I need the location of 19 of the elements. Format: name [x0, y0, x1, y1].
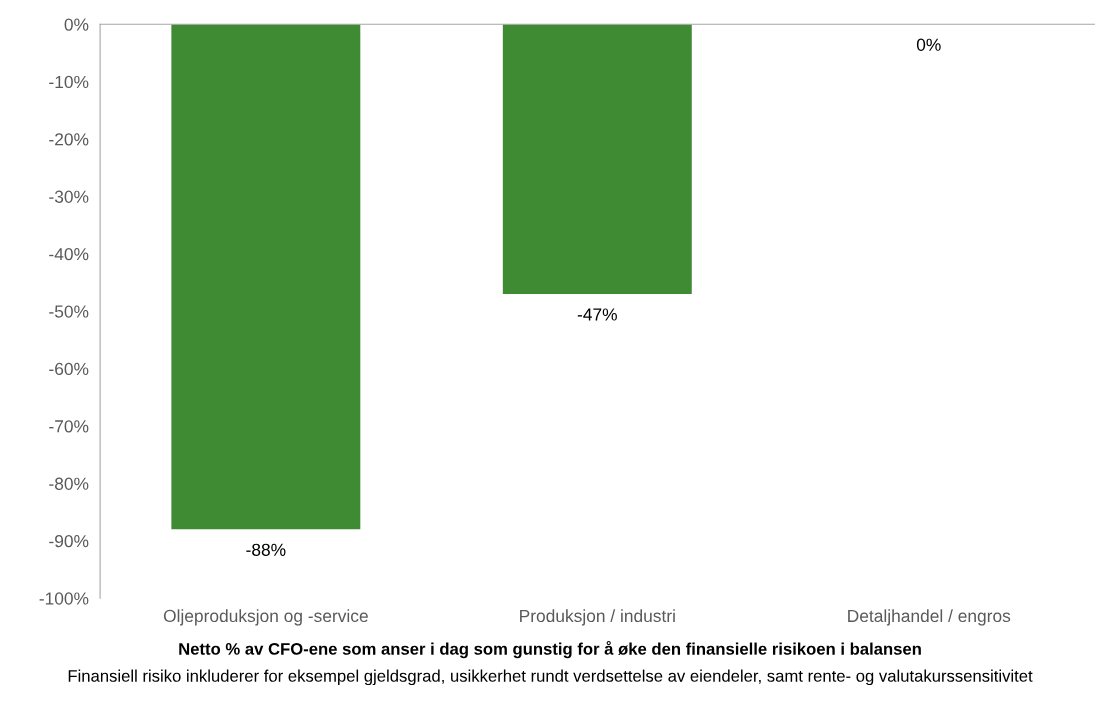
data-label: -88%	[246, 543, 286, 556]
y-tick-label: -100%	[39, 592, 89, 605]
data-label: -47%	[577, 308, 617, 321]
y-tick-label: 0%	[64, 18, 89, 31]
y-tick-label: -70%	[49, 420, 89, 433]
x-tick-label: Produksjon / industri	[520, 609, 675, 626]
y-tick-label: -90%	[49, 534, 89, 548]
y-tick-label: -80%	[49, 477, 89, 490]
y-tick-label: -30%	[49, 190, 89, 203]
y-tick-label: -10%	[49, 75, 89, 89]
y-tick-label: -40%	[49, 248, 89, 261]
y-tick-label: -50%	[49, 305, 89, 318]
data-label: 0%	[916, 38, 941, 51]
x-axis-title: Netto % av CFO-ene som anser i dag som gunstig for å øke den finansielle risikoen i balansen	[179, 640, 921, 659]
text: Finansiell risiko inkluderer for eksempel gjeldsgrad, usikkerhet rundt verdsettelse av eiendeler, samt rente- og valutakurssensitivitet	[68, 669, 1033, 686]
y-tick-label: -20%	[49, 133, 89, 146]
y-tick-label: -60%	[49, 362, 89, 376]
x-tick-label: Oljeproduksjon og -service	[163, 609, 368, 626]
x-tick-label: Detaljhandel / engros	[848, 609, 1011, 626]
